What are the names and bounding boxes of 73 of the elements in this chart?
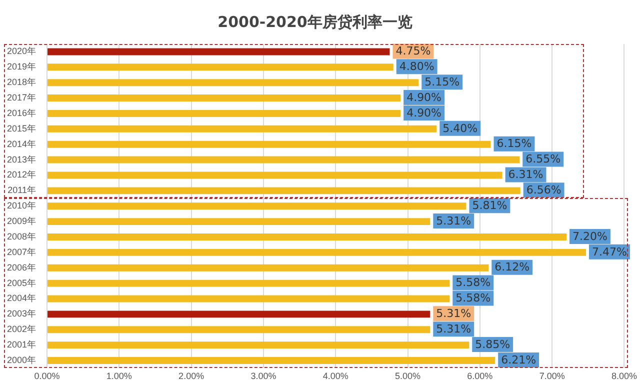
x-tick-label: 1.00% [106,371,132,382]
y-tick-label: 2015年 [6,123,36,134]
bar [48,202,466,210]
y-tick-label: 2019年 [6,62,36,72]
bar [48,326,430,334]
data-label: 6.15% [496,137,532,150]
y-tick-label: 2001年 [6,340,36,350]
y-tick-label: 2009年 [6,216,36,226]
bar [48,187,520,194]
data-label: 5.40% [442,122,478,135]
data-label: 4.75% [396,44,431,58]
data-label: 4.90% [406,90,442,104]
y-tick-label: 2017年 [6,92,36,103]
bar [48,140,491,148]
data-label: 4.80% [399,60,434,74]
y-tick-label: 2016年 [6,108,36,118]
bar [48,264,489,272]
data-label: 6.21% [501,353,536,366]
y-tick-label: 2002年 [6,324,36,334]
y-tick-label: 2013年 [6,154,36,164]
y-tick-label: 2012年 [6,170,36,180]
data-label: 7.20% [572,230,608,243]
x-tick-label: 3.00% [250,371,276,382]
data-label: 6.55% [526,152,561,166]
data-label: 5.58% [456,292,491,305]
data-label: 5.58% [456,276,491,290]
y-tick-label: 2011年 [8,185,36,196]
data-label: 5.81% [472,198,508,212]
data-label: 4.90% [406,106,442,120]
y-tick-label: 2014年 [6,138,36,149]
bar [48,64,394,71]
bar [48,110,401,117]
x-tick-label: 6.00% [467,371,493,382]
data-label: 5.15% [424,75,460,88]
data-label: 6.12% [494,260,530,274]
y-tick-label: 2020年 [6,46,36,56]
x-tick-label: 8.00% [611,371,638,382]
y-tick-label: 2000年 [6,354,36,365]
bar [48,357,496,364]
bar [48,280,450,287]
y-tick-label: 2005年 [6,278,36,288]
bar [48,295,450,302]
bar [48,218,430,226]
bar [48,94,401,102]
bar [48,248,586,256]
bar [48,172,502,179]
data-label: 5.31% [436,214,472,228]
data-label: 7.47% [592,245,627,258]
x-tick-label: 0.00% [34,371,60,382]
x-tick-label: 4.00% [322,371,348,382]
data-label: 5.31% [436,322,472,336]
bar [48,125,437,132]
y-tick-label: 2007年 [6,246,36,257]
bar [48,48,390,56]
y-tick-label: 2018年 [6,77,36,88]
bar [48,79,419,86]
x-tick-label: 5.00% [395,371,421,382]
y-tick-label: 2010年 [6,200,36,211]
x-tick-label: 7.00% [539,371,565,382]
y-tick-label: 2003年 [6,308,36,319]
x-tick-label: 2.00% [178,371,204,382]
data-label: 6.31% [508,168,544,182]
bar [48,342,470,349]
chart-title: 2000-2020年房贷利率一览 [218,12,412,31]
bar [48,310,430,318]
bar [48,156,520,164]
y-tick-label: 2004年 [6,293,36,304]
y-tick-label: 2006年 [6,262,36,272]
data-label: 5.85% [475,338,510,351]
data-label: 5.31% [436,307,472,320]
y-tick-label: 2008年 [6,231,36,242]
data-label: 6.56% [526,184,562,197]
bar [48,234,567,240]
